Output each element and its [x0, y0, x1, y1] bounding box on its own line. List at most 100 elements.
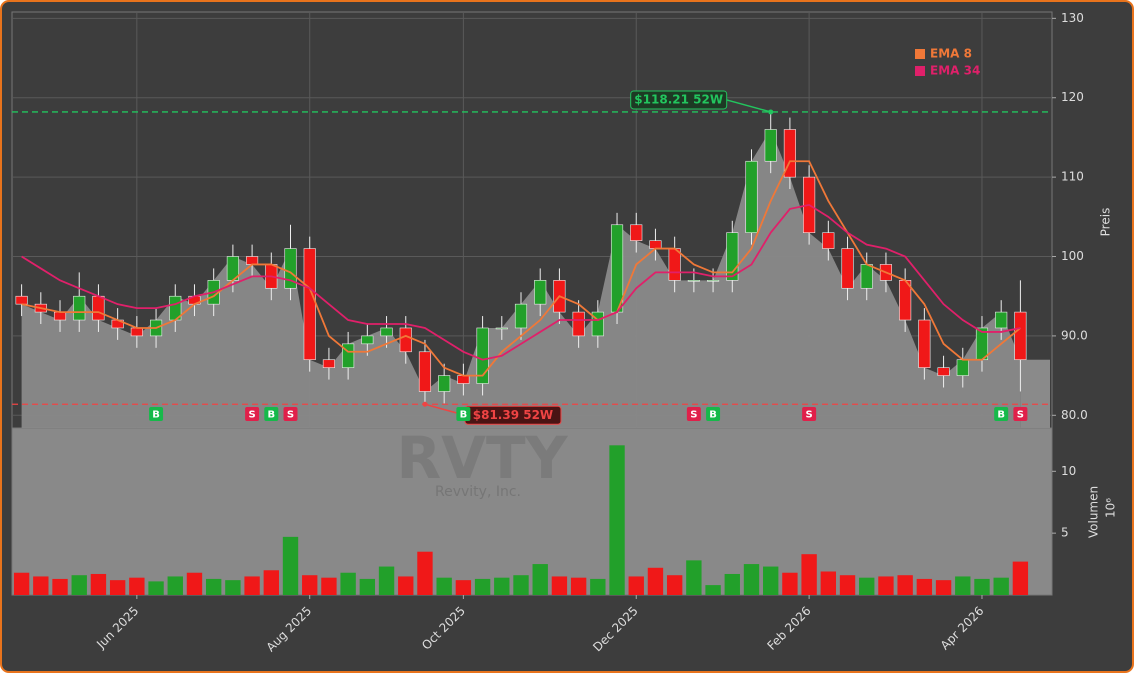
signal-label: B — [152, 410, 160, 421]
candle-body — [534, 280, 547, 305]
volume-bar — [186, 572, 203, 595]
volume-bar — [129, 577, 145, 595]
volume-bar — [570, 577, 587, 595]
signal-label: B — [267, 410, 275, 421]
volume-bar — [513, 575, 529, 595]
volume-bar — [609, 445, 625, 595]
volume-bar — [859, 577, 875, 595]
candle-body — [668, 248, 681, 281]
candle-body — [495, 327, 508, 330]
legend-swatch — [915, 49, 925, 59]
volume-bar — [321, 577, 337, 595]
volume-bar — [109, 580, 126, 595]
volume-bar — [340, 572, 356, 595]
volume-bar — [398, 576, 414, 595]
signal-label: B — [997, 410, 1005, 421]
volume-bar — [148, 581, 164, 595]
candle-body — [572, 311, 585, 337]
candle-body — [745, 160, 758, 234]
signal-label: S — [248, 410, 255, 421]
volume-bar — [686, 560, 702, 595]
candle-body — [438, 375, 451, 392]
watermark-symbol: RVTY — [396, 424, 568, 492]
signal-marker — [802, 407, 817, 421]
candle-body — [15, 295, 28, 305]
volume-bar — [955, 576, 971, 595]
candle-body — [841, 248, 854, 289]
volume-bar — [628, 576, 644, 595]
volume-bar — [359, 578, 376, 595]
volume-bar — [532, 564, 548, 595]
volume-bar — [282, 536, 299, 595]
candle-body — [399, 327, 412, 353]
volume-bar — [782, 572, 798, 595]
ema-line — [21, 203, 1021, 361]
annotation-label: $118.21 52W — [634, 92, 723, 106]
y-tick-label: 80.0 — [1061, 408, 1088, 422]
signal-label: S — [1017, 410, 1024, 421]
volume-bar — [974, 578, 990, 595]
signal-marker — [706, 407, 721, 421]
candle-body — [726, 232, 739, 281]
annotation-box — [630, 90, 728, 110]
volume-bar — [647, 567, 664, 595]
y-tick-label: 90.0 — [1061, 328, 1088, 342]
volume-bar — [244, 576, 260, 595]
price-area — [21, 129, 1021, 428]
candle-body — [649, 240, 662, 249]
candle-body — [53, 311, 67, 321]
volume-bar — [71, 575, 87, 595]
volume-bar — [90, 573, 107, 595]
legend-label: EMA 34 — [930, 64, 980, 78]
volume-bar — [263, 570, 279, 595]
annotation-arrow — [726, 99, 771, 113]
signal-marker — [264, 407, 279, 421]
candle-body — [822, 232, 835, 249]
candle-body — [630, 224, 643, 241]
volume-bar — [494, 577, 510, 595]
volume-bar — [474, 578, 491, 595]
y-tick-label: 10 — [1061, 464, 1076, 478]
y-tick-label: 110 — [1061, 170, 1084, 184]
candle-body — [457, 375, 470, 384]
candle-body — [303, 248, 316, 361]
volume-axis-unit: 10⁶ — [1104, 498, 1118, 518]
annotation-label: $81.39 52W — [473, 408, 553, 422]
volume-bar — [878, 576, 894, 595]
signal-marker — [994, 407, 1009, 421]
volume-bar — [916, 578, 933, 595]
legend-label: EMA 8 — [930, 47, 972, 61]
legend-swatch — [915, 66, 925, 76]
annotation-point — [768, 109, 774, 115]
volume-bar — [167, 576, 183, 595]
volume-bar — [935, 580, 952, 595]
volume-bar — [378, 566, 395, 595]
candle-body — [361, 335, 374, 345]
volume-bar — [33, 576, 49, 595]
volume-bar — [13, 572, 30, 595]
candle-body — [246, 256, 259, 265]
signal-marker — [149, 407, 164, 421]
volume-bar — [897, 575, 913, 595]
candle-body — [514, 303, 528, 329]
volume-bar — [801, 554, 817, 595]
signal-label: B — [460, 410, 468, 421]
signal-label: B — [709, 410, 717, 421]
signal-marker — [245, 407, 260, 421]
candle-body — [591, 311, 604, 337]
volume-bar — [724, 573, 740, 595]
volume-bar — [590, 578, 606, 595]
y-axis-label: Preis — [1099, 208, 1113, 237]
candle-body — [707, 280, 720, 282]
candle-body — [783, 129, 796, 178]
candle-body — [284, 248, 297, 289]
signal-marker — [283, 407, 298, 421]
candle-body — [92, 295, 105, 321]
volume-bar — [1012, 561, 1029, 595]
volume-bar — [302, 575, 318, 595]
volume-axis-label: Volumen — [1087, 486, 1101, 538]
candle-body — [1014, 311, 1027, 361]
candle-body — [73, 295, 86, 321]
